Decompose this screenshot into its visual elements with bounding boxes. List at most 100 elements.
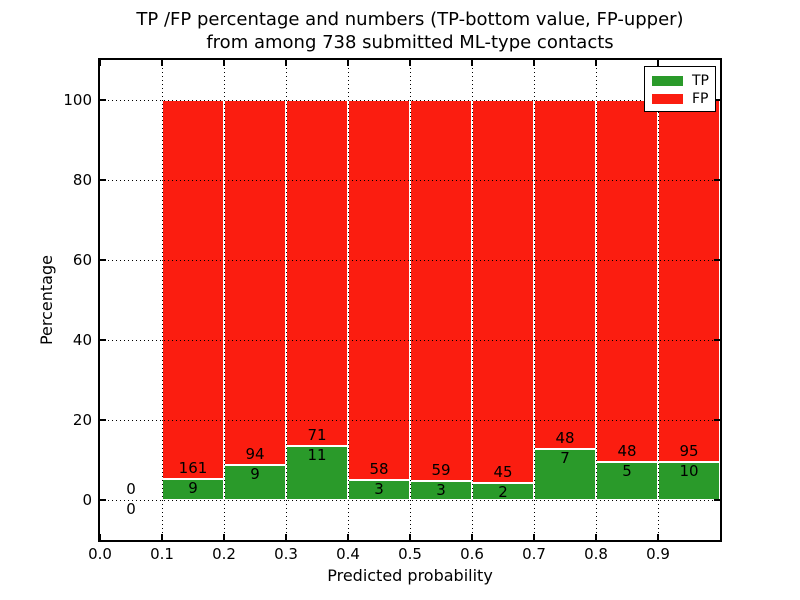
- chart-title-line2: from among 738 submitted ML-type contact…: [206, 32, 614, 53]
- x-tick-bottom: [347, 534, 349, 540]
- legend-label-fp: FP: [692, 91, 709, 107]
- y-tick-right: [714, 339, 720, 341]
- bar-label-tp-count: 9: [250, 465, 260, 484]
- bar-label-fp-count: 58: [369, 460, 389, 479]
- bar-label-tp-count: 5: [622, 462, 632, 481]
- y-tick-label: 100: [63, 91, 92, 109]
- bar-segment-fp: [286, 100, 348, 447]
- y-tick-right: [714, 99, 720, 101]
- v-gridline: [533, 60, 535, 540]
- bar-label-fp-count: 45: [493, 462, 513, 481]
- x-tick-label: 0.6: [460, 545, 484, 563]
- bar-label-fp-count: 161: [178, 458, 208, 477]
- y-tick-left: [100, 259, 106, 261]
- v-gridline: [347, 60, 349, 540]
- x-tick-label: 0.8: [584, 545, 608, 563]
- v-gridline: [161, 60, 163, 540]
- y-tick-left: [100, 339, 106, 341]
- v-gridline: [471, 60, 473, 540]
- x-tick-bottom: [595, 534, 597, 540]
- x-tick-top: [99, 60, 101, 66]
- y-tick-right: [714, 179, 720, 181]
- bar-label-tp-count: 0: [126, 500, 136, 518]
- chart-title-line1: TP /FP percentage and numbers (TP-bottom…: [136, 9, 684, 30]
- bar-label-fp-count: 59: [431, 460, 451, 479]
- y-tick-left: [100, 99, 106, 101]
- bar-segment-fp: [348, 100, 410, 481]
- x-tick-bottom: [99, 534, 101, 540]
- x-tick-label: 0.5: [398, 545, 422, 563]
- x-tick-bottom: [223, 534, 225, 540]
- bar-segment-fp: [410, 100, 472, 481]
- x-axis-label: Predicted probability: [327, 566, 493, 585]
- x-tick-top: [657, 60, 659, 66]
- bar-segment-fp: [472, 100, 534, 483]
- y-tick-left: [100, 179, 106, 181]
- y-tick-label: 40: [72, 331, 92, 349]
- bar-label-fp-count: 71: [307, 426, 327, 445]
- bar-label-fp-count: 94: [245, 445, 265, 464]
- y-tick-label: 0: [82, 491, 92, 509]
- legend-item-fp: FP: [652, 90, 715, 108]
- x-tick-top: [285, 60, 287, 66]
- y-tick-right: [714, 499, 720, 501]
- bar-segment-tp: [286, 446, 348, 500]
- x-tick-bottom: [409, 534, 411, 540]
- bar-label-tp-count: 10: [679, 461, 699, 480]
- bar-label-fp-count: 48: [555, 429, 575, 448]
- bar-label-fp-count: 0: [126, 480, 136, 498]
- bar-label-tp-count: 3: [374, 480, 384, 499]
- y-tick-right: [714, 259, 720, 261]
- bar-label-fp-count: 48: [617, 442, 637, 461]
- x-tick-bottom: [657, 534, 659, 540]
- x-tick-label: 0.4: [336, 545, 360, 563]
- fp-color-swatch: [652, 94, 683, 104]
- y-tick-label: 60: [72, 251, 92, 269]
- x-tick-top: [223, 60, 225, 66]
- bar-segment-tp: [224, 465, 286, 500]
- bar-segment-tp: [534, 449, 596, 500]
- x-tick-bottom: [285, 534, 287, 540]
- x-tick-bottom: [533, 534, 535, 540]
- bar-segment-fp: [596, 100, 658, 463]
- x-tick-top: [409, 60, 411, 66]
- bar-label-fp-count: 95: [679, 441, 699, 460]
- v-gridline: [285, 60, 287, 540]
- legend: TP FP: [644, 66, 716, 112]
- v-gridline: [657, 60, 659, 540]
- x-tick-label: 0.3: [274, 545, 298, 563]
- x-tick-label: 0.1: [150, 545, 174, 563]
- bar-label-tp-count: 7: [560, 449, 570, 468]
- legend-item-tp: TP: [652, 72, 715, 90]
- y-tick-label: 80: [72, 171, 92, 189]
- y-tick-left: [100, 499, 106, 501]
- bar-label-tp-count: 2: [498, 482, 508, 501]
- x-tick-top: [347, 60, 349, 66]
- y-tick-right: [714, 419, 720, 421]
- v-gridline: [409, 60, 411, 540]
- bar-label-tp-count: 3: [436, 480, 446, 499]
- bar-label-tp-count: 9: [188, 478, 198, 497]
- bar-segment-tp: [658, 461, 720, 500]
- tp-color-swatch: [652, 76, 683, 86]
- x-tick-bottom: [161, 534, 163, 540]
- y-tick-label: 20: [72, 411, 92, 429]
- x-tick-bottom: [471, 534, 473, 540]
- x-tick-top: [595, 60, 597, 66]
- chart-title: TP /FP percentage and numbers (TP-bottom…: [110, 8, 710, 54]
- x-tick-label: 0.7: [522, 545, 546, 563]
- bar-segment-fp: [162, 100, 224, 479]
- x-tick-label: 0.0: [88, 545, 112, 563]
- bar-segment-fp: [534, 100, 596, 450]
- x-tick-top: [471, 60, 473, 66]
- bar-segment-fp: [224, 100, 286, 466]
- bar-segment-fp: [658, 100, 720, 462]
- v-gridline: [223, 60, 225, 540]
- legend-label-tp: TP: [692, 73, 709, 89]
- x-tick-top: [533, 60, 535, 66]
- x-tick-label: 0.2: [212, 545, 236, 563]
- y-tick-left: [100, 419, 106, 421]
- y-axis-label: Percentage: [37, 255, 56, 346]
